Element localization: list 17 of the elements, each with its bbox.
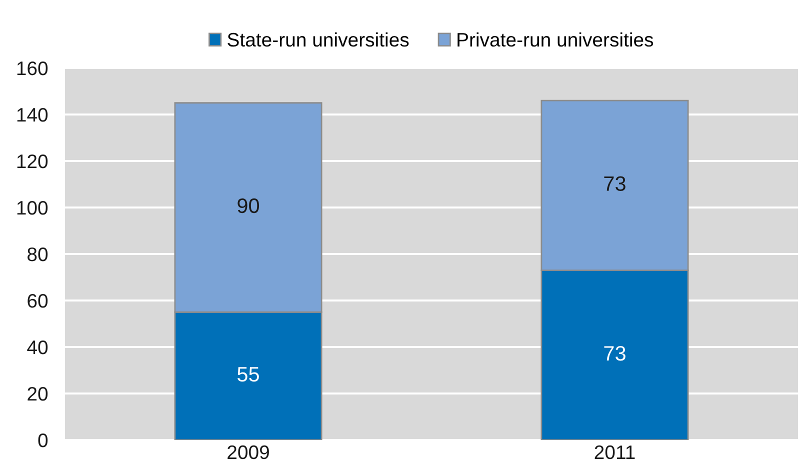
data-label: 90 xyxy=(238,198,260,214)
data-label: 55 xyxy=(238,367,259,382)
legend-label: State-run universities xyxy=(228,32,409,47)
y-tick-label: 60 xyxy=(28,294,48,308)
y-tick-label: 120 xyxy=(17,154,48,168)
y-tick-label: 80 xyxy=(28,247,48,262)
y-tick-label: 140 xyxy=(17,108,48,122)
x-tick-label: 2009 xyxy=(228,445,269,460)
y-tick-label: 40 xyxy=(27,340,48,354)
y-tick-label: 100 xyxy=(17,200,48,215)
y-tick-label: 160 xyxy=(17,61,48,76)
legend-label: Private-run universities xyxy=(458,32,654,47)
x-tick-label: 2011 xyxy=(594,445,635,460)
y-tick-label: 0 xyxy=(38,433,48,448)
data-label: 73 xyxy=(604,346,626,361)
data-label: 73 xyxy=(604,176,626,192)
y-tick-label: 20 xyxy=(28,386,48,401)
